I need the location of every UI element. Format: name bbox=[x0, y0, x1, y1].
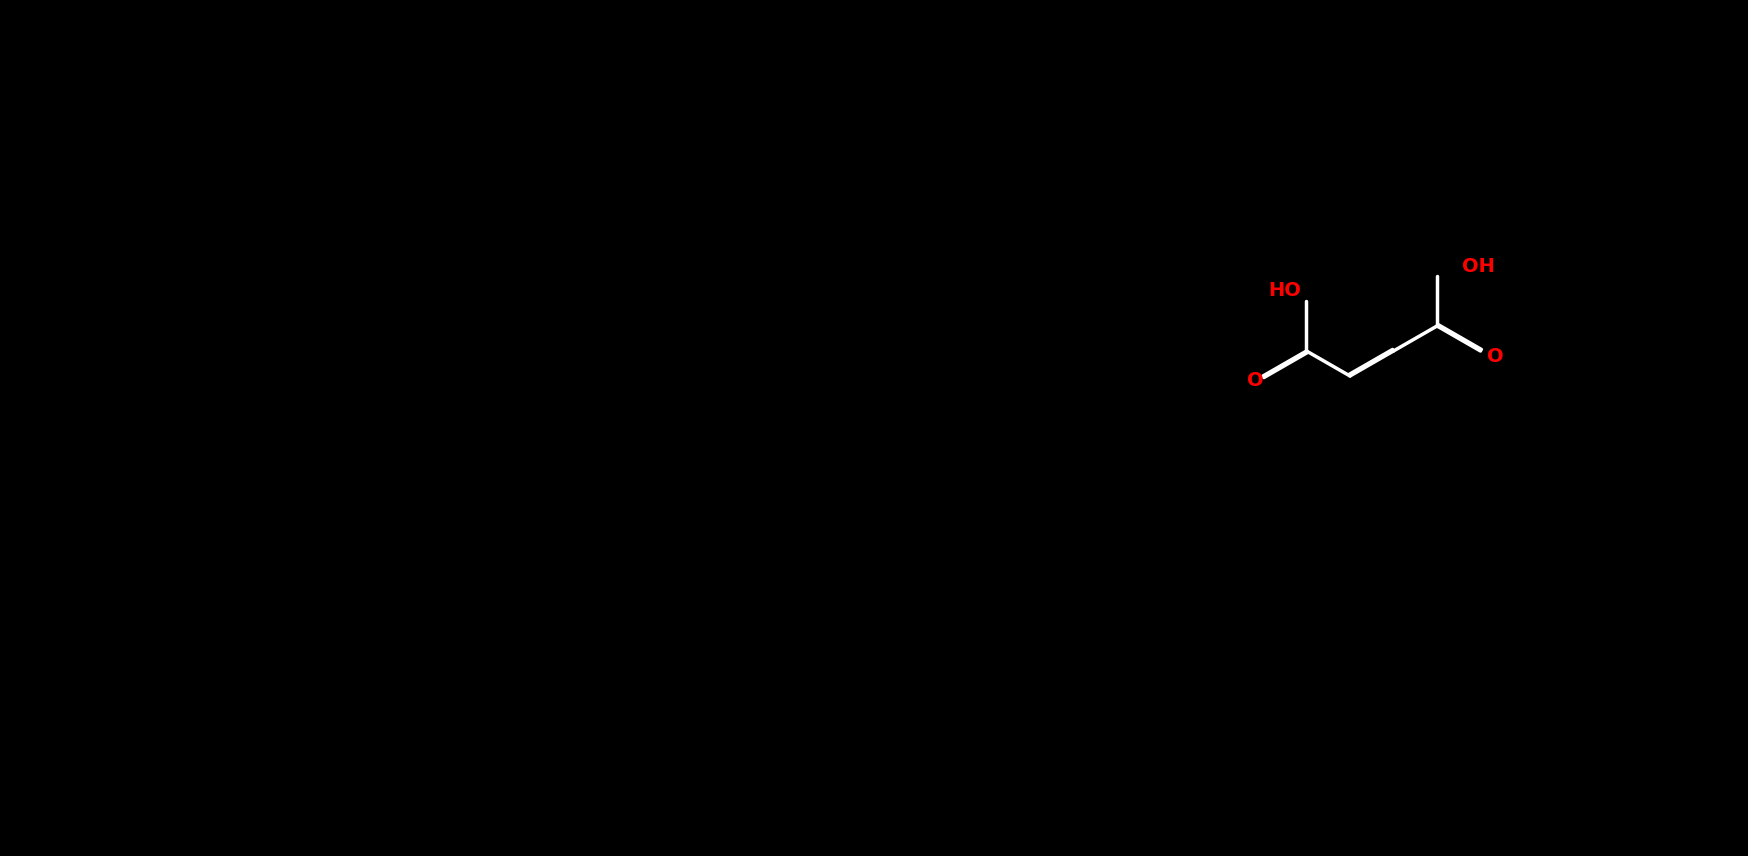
Text: O: O bbox=[1246, 372, 1262, 390]
Text: HO: HO bbox=[1267, 282, 1301, 300]
Text: OH: OH bbox=[1461, 257, 1495, 276]
Text: O: O bbox=[1486, 347, 1503, 366]
